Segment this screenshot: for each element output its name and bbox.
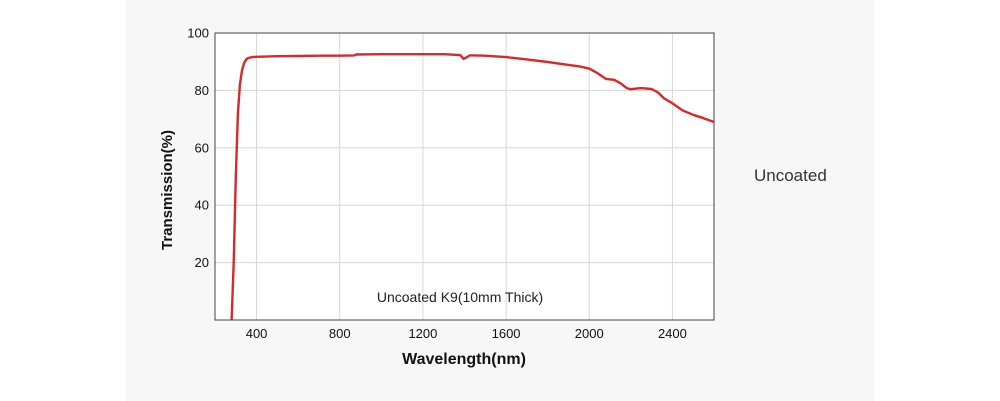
y-tick-label: 80 [195, 83, 209, 98]
series-line [230, 53, 715, 321]
coating-label: Uncoated [754, 166, 827, 185]
x-tick-label: 1600 [492, 326, 521, 341]
y-axis: 20 40 60 80 100 [187, 26, 209, 271]
x-tick-label: 2400 [658, 326, 687, 341]
chart-annotation: Uncoated K9(10mm Thick) [377, 289, 543, 305]
y-axis-label: Transmission(%) [159, 130, 176, 250]
x-tick-label: 1200 [408, 326, 437, 341]
x-tick-label: 800 [329, 326, 351, 341]
plot-frame [214, 32, 715, 321]
x-axis: 400 800 1200 1600 2000 2400 [246, 326, 687, 341]
x-tick-label: 2000 [575, 326, 604, 341]
x-axis-label: Wavelength(nm) [402, 351, 526, 368]
y-tick-label: 40 [195, 198, 209, 213]
y-tick-label: 20 [195, 255, 209, 270]
plot-area [215, 33, 714, 320]
y-tick-label: 60 [195, 140, 209, 155]
y-tick-label: 100 [187, 26, 209, 41]
x-tick-label: 400 [246, 326, 268, 341]
